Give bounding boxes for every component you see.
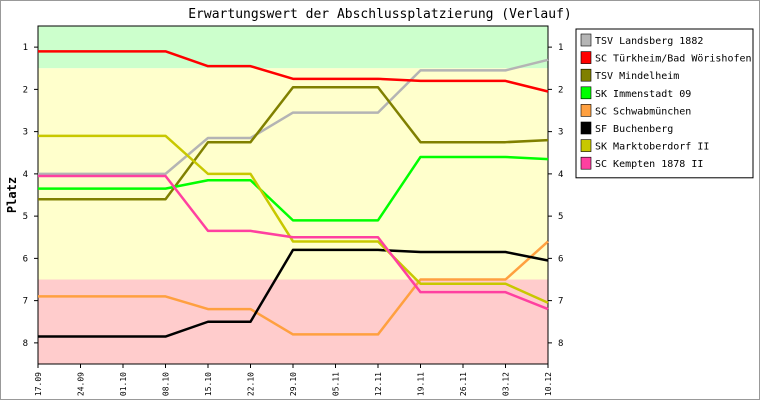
- x-tick-label: 17.09: [34, 372, 43, 396]
- legend-swatch-0: [580, 33, 592, 47]
- legend-swatch-7: [580, 156, 592, 170]
- y-tick-label-left: 8: [23, 339, 28, 349]
- y-tick-label-left: 6: [23, 254, 28, 264]
- y-tick-label-right: 6: [558, 254, 563, 264]
- legend-swatch-2: [580, 68, 592, 82]
- legend-label-4: SC Schwabmünchen: [595, 106, 691, 117]
- legend-swatch-1: [580, 51, 592, 64]
- series-line-3: [38, 155, 549, 222]
- y-tick-label-right: 7: [558, 297, 563, 307]
- x-tick-label: 26.11: [459, 372, 468, 396]
- band-0: [38, 26, 548, 69]
- y-tick-label-left: 7: [23, 297, 28, 307]
- y-tick-label-right: 4: [558, 170, 563, 180]
- series-line-6: [38, 134, 549, 304]
- legend-swatch-4: [580, 104, 592, 117]
- y-tick-label-left: 5: [23, 212, 28, 222]
- x-tick-label: 19.11: [417, 372, 426, 396]
- x-tick-label: 29.10: [289, 372, 298, 396]
- series-line-5: [38, 248, 549, 338]
- x-tick-label: 22.10: [247, 372, 256, 396]
- x-tick-label: 15.10: [204, 372, 213, 396]
- legend-box: [575, 28, 754, 179]
- y-tick-label-right: 1: [558, 43, 563, 53]
- x-tick-label: 01.10: [119, 372, 128, 396]
- band-2: [38, 279, 548, 364]
- x-tick-label: 03.12: [502, 372, 511, 396]
- y-tick-label-left: 3: [23, 128, 28, 138]
- legend-label-7: SC Kempten 1878 II: [595, 159, 703, 170]
- legend-label-2: TSV Mindelheim: [595, 71, 679, 82]
- series-line-7: [38, 174, 549, 311]
- legend-label-3: SK Immenstadt 09: [595, 89, 691, 100]
- y-tick-label-left: 2: [23, 85, 28, 95]
- y-tick-label-left: 4: [23, 170, 28, 180]
- series-line-2: [38, 86, 549, 201]
- background-bands: [38, 26, 548, 364]
- x-tick-label: 12.11: [374, 372, 383, 396]
- legend-label-1: SC Türkheim/Bad Wörishofen: [595, 54, 752, 65]
- legend: TSV Landsberg 1882 SC Türkheim/Bad Wörish…: [575, 28, 754, 179]
- series-lines: [38, 50, 549, 338]
- chart-title: Erwartungswert der Abschlussplatzierung …: [188, 7, 572, 22]
- x-tick-label: 08.10: [162, 372, 171, 396]
- series-line-1: [38, 50, 549, 93]
- legend-swatch-5: [580, 121, 592, 135]
- legend-label-0: TSV Landsberg 1882: [595, 36, 703, 47]
- axes: 1 1 2 2 3 3 4 4 5 5 6 6 7 7 8 8 17.09 24.09 01.10 08.10 15.1…: [23, 25, 563, 396]
- y-tick-label-right: 3: [558, 128, 563, 138]
- x-tick-label: 10.12: [544, 372, 553, 396]
- y-axis-label: Platz: [5, 177, 19, 213]
- legend-label-5: SF Buchenberg: [595, 124, 673, 135]
- y-tick-label-right: 8: [558, 339, 563, 349]
- legend-label-6: SK Marktoberdorf II: [595, 142, 709, 153]
- y-tick-label-right: 2: [558, 85, 563, 95]
- legend-swatch-6: [580, 139, 592, 152]
- x-tick-label: 24.09: [77, 372, 86, 396]
- series-line-4: [38, 240, 549, 336]
- y-tick-label-left: 1: [23, 43, 28, 53]
- x-tick-label: 05.11: [332, 372, 341, 396]
- series-line-0: [38, 58, 549, 176]
- legend-swatch-3: [580, 86, 592, 100]
- y-tick-label-right: 5: [558, 212, 563, 222]
